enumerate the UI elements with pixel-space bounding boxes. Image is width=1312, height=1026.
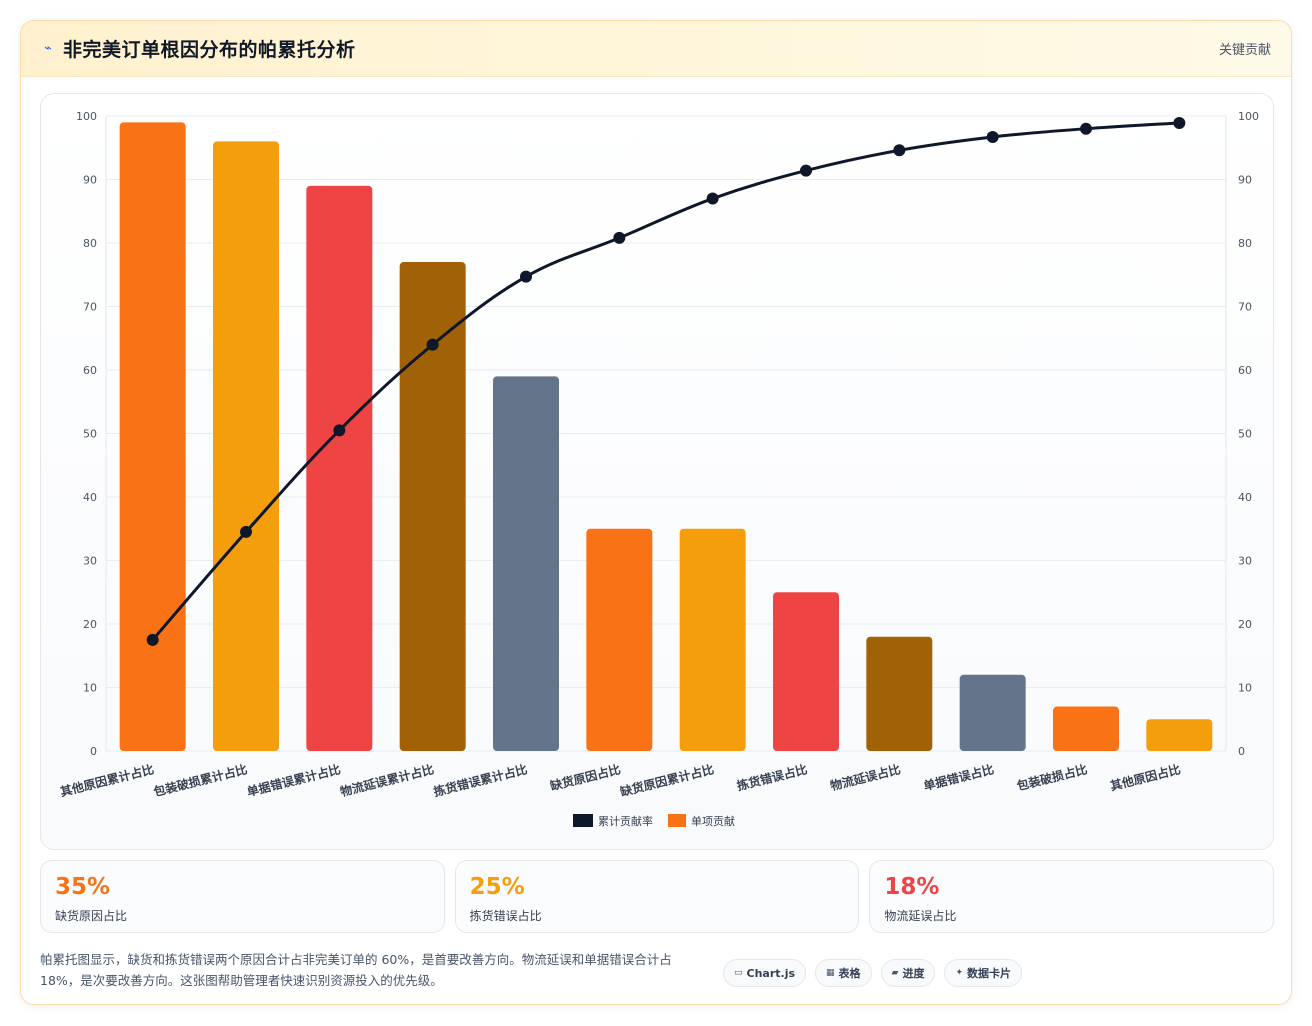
bar [1146, 719, 1213, 751]
y-tick-label-right: 70 [1238, 301, 1252, 314]
card-header: ⌁ 非完美订单根因分布的帕累托分析 关键贡献 [21, 21, 1291, 77]
legend-label-bar: 单项贡献 [691, 814, 735, 828]
y-tick-label-right: 30 [1238, 555, 1252, 568]
line-point [333, 424, 346, 437]
line-point [240, 525, 252, 538]
y-tick-label-left: 40 [83, 491, 97, 504]
x-tick-label: 缺货原因累计占比 [619, 761, 716, 799]
line-point [426, 338, 439, 351]
chip-list: ▭ Chart.js ▦ 表格 ▰ 进度 ✦ 数据卡片 [723, 959, 1023, 987]
legend-swatch-bar [668, 814, 686, 827]
chart-card: ⌁ 非完美订单根因分布的帕累托分析 关键贡献 0 0 10 10 20 20 30 30 40 4… [20, 20, 1292, 1005]
x-tick-label: 物流延误占比 [829, 761, 903, 793]
bar [1053, 706, 1119, 751]
chip-table[interactable]: ▦ 表格 [815, 959, 872, 987]
line-point [706, 192, 719, 205]
stat-value: 25% [469, 874, 525, 900]
y-tick-label-right: 80 [1238, 237, 1252, 250]
line-point [613, 231, 626, 244]
table-icon: ▦ [826, 968, 835, 978]
chip-chartjs[interactable]: ▭ Chart.js [723, 959, 807, 987]
y-tick-label-right: 40 [1238, 491, 1252, 504]
line-point [800, 164, 812, 177]
y-tick-label-left: 60 [83, 364, 97, 377]
y-tick-label-right: 90 [1238, 174, 1252, 187]
x-tick-label: 单据错误占比 [922, 761, 996, 793]
x-tick-label: 包装破损累计占比 [151, 761, 249, 799]
title-wrap: ⌁ 非完美订单根因分布的帕累托分析 [41, 35, 356, 62]
y-tick-label-left: 30 [83, 555, 97, 568]
chip-data-card[interactable]: ✦ 数据卡片 [944, 959, 1023, 987]
bar [866, 636, 933, 751]
sparkle-icon: ✦ [955, 968, 964, 978]
stat-card: 35% 缺货原因占比 [40, 860, 445, 933]
line-point [520, 270, 532, 283]
chart-panel: 0 0 10 10 20 20 30 30 40 40 50 50 60 60 70 70 80 80 90 90 10… [40, 93, 1274, 850]
line-point [146, 633, 159, 646]
chip-label: 表格 [838, 967, 861, 980]
x-tick-label: 包装破损占比 [1014, 761, 1088, 793]
y-tick-label-left: 80 [83, 237, 97, 250]
x-tick-label: 物流延误累计占比 [339, 761, 436, 799]
chart-icon: ▭ [734, 968, 743, 978]
stat-label: 物流延误占比 [884, 909, 957, 923]
stats-row: 35% 缺货原因占比 25% 拣货错误占比 18% 物流延误占比 [40, 860, 1275, 933]
summary-note: 帕累托图显示，缺货和拣货错误两个原因合计占非完美订单的 60%，是首要改善方向。… [40, 952, 672, 988]
x-tick-label: 其他原因累计占比 [59, 761, 156, 799]
y-tick-label-right: 50 [1238, 428, 1252, 441]
line-point [986, 130, 999, 143]
bar [493, 376, 559, 751]
bar [959, 674, 1026, 751]
bar [306, 185, 373, 752]
y-tick-label-left: 10 [83, 682, 97, 695]
y-tick-label-right: 60 [1238, 364, 1252, 377]
stat-label: 缺货原因占比 [55, 909, 128, 923]
chip-label: 数据卡片 [967, 967, 1012, 980]
bar [679, 528, 746, 751]
x-tick-label: 缺货原因占比 [549, 761, 623, 793]
x-tick-label: 拣货错误占比 [735, 761, 809, 793]
header-tag: 关键贡献 [1218, 43, 1271, 58]
legend-label-cumulative: 累计贡献率 [598, 814, 653, 828]
y-tick-label-left: 50 [83, 428, 97, 441]
legend-swatch-cumulative [573, 814, 593, 827]
x-tick-label: 单据错误累计占比 [245, 761, 342, 799]
stat-card: 18% 物流延误占比 [869, 860, 1275, 933]
bar [399, 262, 466, 751]
stat-value: 18% [884, 874, 940, 900]
y-tick-label-left: 70 [83, 301, 97, 314]
y-tick-label-right: 0 [1238, 745, 1245, 758]
y-tick-label-right: 10 [1238, 682, 1252, 695]
trend-icon: ⌁ [44, 41, 52, 56]
stat-label: 拣货错误占比 [469, 909, 542, 923]
y-tick-label-left: 90 [83, 174, 97, 187]
stat-card: 25% 拣货错误占比 [454, 860, 860, 933]
progress-icon: ▰ [891, 968, 899, 978]
bar [119, 122, 186, 752]
chip-label: 进度 [902, 967, 925, 980]
chip-label: Chart.js [746, 966, 796, 980]
line-point [1173, 116, 1186, 129]
y-tick-label-right: 100 [1238, 110, 1259, 123]
bar [213, 141, 279, 751]
line-point [893, 144, 906, 157]
stat-value: 35% [55, 874, 111, 900]
y-tick-label-left: 20 [83, 618, 97, 631]
y-tick-label-left: 100 [76, 110, 97, 123]
y-tick-label-left: 0 [90, 745, 97, 758]
bar [586, 528, 653, 751]
page-title: 非完美订单根因分布的帕累托分析 [63, 39, 356, 61]
x-tick-label: 其他原因占比 [1109, 761, 1183, 793]
y-tick-label-right: 20 [1238, 618, 1252, 631]
bar [773, 592, 839, 751]
chip-progress[interactable]: ▰ 进度 [880, 959, 936, 987]
x-tick-label: 拣货错误累计占比 [432, 761, 529, 799]
line-point [1080, 122, 1092, 135]
footer: 帕累托图显示，缺货和拣货错误两个原因合计占非完美订单的 60%，是首要改善方向。… [40, 945, 1274, 995]
pareto-chart: 0 0 10 10 20 20 30 30 40 40 50 50 60 60 70 70 80 80 90 90 10… [59, 110, 1259, 828]
